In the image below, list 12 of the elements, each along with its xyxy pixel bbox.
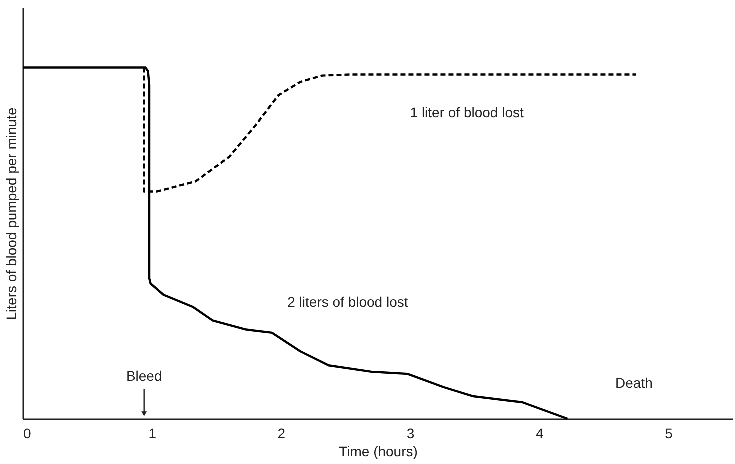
annotation: Bleed bbox=[126, 368, 162, 384]
x-tick-label: 4 bbox=[536, 426, 544, 442]
y-axis-title: Liters of blood pumped per minute bbox=[4, 108, 20, 320]
series-label: 2 liters of blood lost bbox=[288, 294, 408, 310]
x-tick-label: 2 bbox=[278, 426, 286, 442]
x-axis-title: Time (hours) bbox=[339, 444, 418, 460]
x-tick-label: 0 bbox=[24, 426, 32, 442]
text: 1 liter of blood lost bbox=[410, 104, 524, 120]
annotation: Death bbox=[616, 374, 653, 391]
x-tick-label: 3 bbox=[406, 426, 415, 442]
x-tick-label: 5 bbox=[665, 426, 674, 442]
x-tick-label: 1 bbox=[148, 426, 157, 442]
